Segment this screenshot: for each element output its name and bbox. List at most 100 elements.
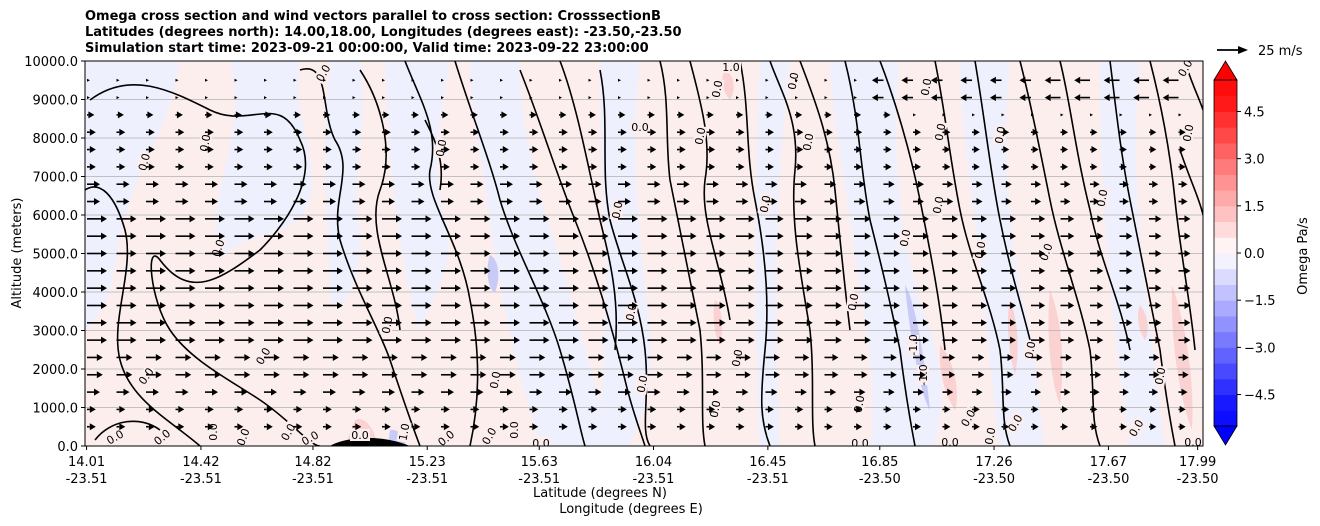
wind-vector	[264, 78, 267, 82]
wind-vector-head	[425, 284, 432, 292]
wind-vector-head	[176, 111, 183, 119]
y-tick-label: 8000.0	[33, 132, 79, 147]
wind-vector-head	[182, 388, 189, 396]
wind-vector-head	[1133, 94, 1140, 102]
wind-vector-head	[767, 423, 774, 431]
wind-vector-head	[893, 284, 900, 292]
wind-vector-head	[893, 319, 900, 327]
wind-vector-head	[573, 336, 579, 344]
contour-label-bg	[707, 398, 723, 420]
wind-vector-head	[384, 163, 391, 171]
wind-vector-head	[861, 371, 868, 379]
wind-vector-head	[893, 267, 900, 275]
wind-vector-head	[480, 353, 487, 361]
wind-vector-head	[602, 215, 609, 223]
x-tick-label-lon: -23.50	[1087, 472, 1129, 487]
wind-vector-head	[952, 267, 959, 275]
wind-vector-head	[738, 163, 745, 171]
wind-vector-head	[1032, 405, 1039, 413]
wind-vector-head	[602, 336, 609, 344]
wind-vector-head	[832, 371, 839, 379]
colorbar-tick-label: 1.5	[1244, 200, 1265, 215]
wind-vector-head	[748, 284, 755, 292]
wind-vector	[1031, 113, 1034, 117]
contour-label-bg	[478, 424, 500, 446]
wind-vector-head	[774, 353, 781, 361]
contour-label: 0.0	[1095, 188, 1111, 207]
wind-vector-head	[856, 128, 863, 136]
wind-vector-head	[973, 405, 980, 413]
field-anomaly	[1137, 305, 1148, 340]
wind-vector-head	[1124, 353, 1131, 361]
wind-vector	[824, 78, 828, 82]
wind-vector-head	[855, 111, 862, 119]
wind-vector-head	[355, 423, 362, 431]
wind-vector-head	[425, 301, 432, 309]
wind-vector-head	[661, 232, 668, 240]
wind-vector-head	[561, 128, 568, 136]
wind-vector-head	[1068, 336, 1075, 344]
wind-vector-head	[414, 423, 421, 431]
wind-vector	[706, 78, 710, 82]
x-tick-label-lat: 14.82	[294, 455, 331, 470]
wind-vector-head	[771, 180, 778, 188]
wind-vector-head	[884, 111, 891, 119]
y-tick-label: 3000.0	[33, 325, 79, 340]
wind-vector-head	[383, 111, 390, 119]
wind-vector-head	[650, 163, 657, 171]
wind-vector	[647, 96, 651, 100]
wind-vector-head	[532, 423, 539, 431]
wind-vector-head	[471, 111, 478, 119]
wind-vector-head	[443, 405, 450, 413]
wind-vector-head	[595, 180, 602, 188]
contour-label-bg	[850, 437, 870, 446]
wind-vector-head	[123, 198, 130, 206]
wind-vector-head	[532, 146, 539, 154]
contour-label-bg	[982, 425, 998, 446]
wind-vector-head	[1162, 76, 1169, 84]
wind-vector	[323, 78, 326, 82]
wind-vector-head	[1155, 336, 1162, 344]
wind-vector-head	[1181, 180, 1188, 188]
wind-vector-head	[160, 232, 166, 240]
wind-vector-head	[126, 353, 133, 361]
wind-vector-head	[418, 180, 425, 188]
wind-vector	[942, 113, 946, 117]
wind-vector-head	[797, 423, 804, 431]
wind-vector	[323, 96, 326, 100]
wind-vector-head	[800, 180, 807, 188]
wind-vector-head	[1074, 76, 1081, 84]
wind-vector-head	[278, 284, 284, 292]
wind-vector-head	[1005, 198, 1012, 206]
wind-vector-head	[864, 250, 871, 257]
wind-vector	[854, 78, 857, 82]
wind-vector-head	[767, 128, 774, 136]
contour-label-bg	[379, 314, 395, 336]
wind-vector-head	[473, 146, 480, 154]
wind-vector-head	[278, 301, 284, 309]
wind-vector-head	[1010, 301, 1017, 309]
wind-vector-head	[1039, 267, 1046, 275]
wind-vector-head	[325, 405, 332, 413]
wind-vector-head	[888, 388, 895, 396]
wind-vector-head	[307, 232, 314, 240]
wind-vector-head	[978, 353, 985, 361]
wind-vector-head	[589, 111, 596, 119]
wind-vector-head	[803, 353, 810, 361]
wind-vector-head	[835, 301, 842, 309]
wind-vector-head	[130, 215, 137, 223]
wind-vector-head	[278, 267, 284, 275]
field-anomaly	[722, 70, 734, 100]
wind-vector-head	[591, 405, 598, 413]
wind-vector-head	[1036, 371, 1043, 379]
colorbar-swatch	[1214, 347, 1237, 364]
wind-vector-head	[1152, 180, 1159, 188]
wind-vector-head	[709, 146, 716, 154]
wind-vector-head	[796, 111, 803, 119]
wind-vector-head	[650, 423, 657, 431]
x-tick-label-lat: 17.99	[1179, 455, 1216, 470]
colorbar-label: Omega Pa/s	[1296, 217, 1311, 295]
wind-vector	[559, 78, 562, 82]
wind-vector-head	[307, 267, 314, 275]
wind-vector-head	[748, 250, 755, 257]
